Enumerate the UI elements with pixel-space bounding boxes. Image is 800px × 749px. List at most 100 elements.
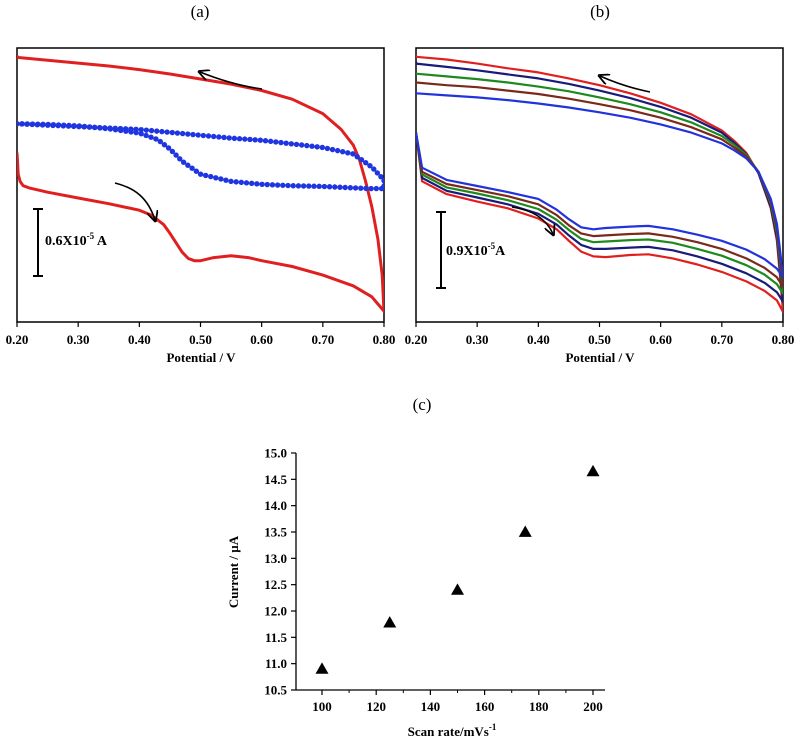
panel-b-series-3 <box>416 72 783 295</box>
panel-a-dot <box>185 162 191 168</box>
panel-c: (c) 100 120 140 160 180 200 10.5 11.0 11.5 12.0 12… <box>226 395 605 739</box>
panel-a-dot <box>345 150 351 156</box>
panel-a-dot <box>39 122 46 128</box>
panel-a-dot <box>202 172 209 179</box>
panel-c-point <box>451 583 464 595</box>
panel-a-dot <box>195 132 201 138</box>
panel-a-x-ticks: 0.20 0.30 0.40 0.50 0.60 0.70 0.80 <box>6 322 395 347</box>
panel-b-x-tick-label: 0.50 <box>588 332 611 347</box>
panel-a-dot <box>247 136 253 143</box>
panel-a-dot <box>329 146 336 153</box>
panel-a-dot <box>334 147 341 154</box>
panel-a-x-tick-label: 0.50 <box>189 332 212 347</box>
panel-a-dot <box>274 182 281 188</box>
panel-a-dot <box>231 135 238 142</box>
panel-a-dot <box>352 185 359 191</box>
panel-a-dot <box>362 159 369 166</box>
panel-a-dot <box>381 177 384 184</box>
panel-a-dot <box>107 125 113 131</box>
panel-a-dot <box>96 124 103 131</box>
panel-c-y-tick-label: 12.5 <box>264 577 287 592</box>
panel-a-dot <box>189 165 195 171</box>
panel-a-dot <box>60 123 67 129</box>
panel-c-y-tick-label: 13.5 <box>264 525 287 540</box>
panel-b-scale-bar: 0.9X10-5A <box>436 211 506 289</box>
panel-a-dot <box>295 183 302 189</box>
panel-a-dot <box>148 127 155 134</box>
panel-a-dot <box>86 124 92 130</box>
panel-a-dot <box>50 122 56 129</box>
panel-a-dot <box>252 137 258 143</box>
panel-a-dot <box>205 133 212 139</box>
panel-a-scale-bar: 0.6X10-5 A <box>33 208 108 277</box>
panel-b-x-axis-title: Potential / V <box>565 350 635 365</box>
panel-a-dot <box>65 123 72 129</box>
panel-a-dot <box>358 156 365 163</box>
panel-a-dot <box>280 182 286 188</box>
panel-c-label: (c) <box>413 395 432 414</box>
panel-c-x-tick-label: 100 <box>312 699 332 714</box>
panel-c-y-tick-label: 13.0 <box>264 551 287 566</box>
panel-a-x-tick-label: 0.70 <box>311 332 334 347</box>
panel-a-dot <box>324 145 331 152</box>
panel-c-point <box>383 616 397 628</box>
panel-a-dot <box>216 134 222 140</box>
panel-a-dot <box>264 181 270 188</box>
panel-a-dot <box>210 133 217 140</box>
panel-a-dot <box>112 125 118 132</box>
panel-a-arrow-reverse <box>200 72 263 90</box>
panel-a-dot <box>169 129 175 136</box>
panel-a-dot <box>102 125 108 131</box>
panel-a-dot <box>236 136 243 142</box>
panel-a-x-tick-label: 0.60 <box>250 332 273 347</box>
panel-a-dot <box>371 166 377 172</box>
panel-a-dot <box>218 176 224 182</box>
panel-a-x-tick-label: 0.40 <box>128 332 151 347</box>
panel-b-scale-label: 0.9X10-5A <box>446 241 506 259</box>
panel-a-dot <box>374 170 381 176</box>
panel-a-dot <box>197 171 204 177</box>
panel-a-dot <box>221 134 227 141</box>
panel-b-arrow-reverse <box>600 76 651 93</box>
panel-a-dot <box>70 123 77 130</box>
panel-c-point <box>586 464 600 477</box>
panel-c-x-tick-label: 200 <box>583 699 603 714</box>
panel-a-dot <box>259 181 265 187</box>
panel-a-dot <box>381 183 384 189</box>
panel-a-dot <box>169 148 176 155</box>
panel-a-dot <box>179 130 186 137</box>
panel-a-scale-label: 0.6X10-5 A <box>45 231 108 249</box>
panel-a-dot <box>159 128 165 135</box>
panel-c-y-tick-label: 10.5 <box>264 683 287 698</box>
panel-c-x-axis-title: Scan rate/mVs-1 <box>408 722 497 739</box>
panel-a-dot <box>193 168 200 174</box>
panel-a-dot <box>358 185 364 191</box>
panel-a-dot <box>76 123 82 130</box>
panel-c-y-tick-label: 12.0 <box>264 604 287 619</box>
panel-c-ticks: 100 120 140 160 180 200 10.5 11.0 11.5 12.0 12.5 13… <box>264 446 603 715</box>
panel-c-point <box>518 525 532 537</box>
panel-a-dot <box>367 162 373 169</box>
panel-a-dot <box>354 153 360 160</box>
panel-a-dot <box>316 183 322 190</box>
panel-a-dot <box>350 151 356 157</box>
panel-a-x-tick-label: 0.20 <box>6 332 29 347</box>
panel-a-dot <box>311 183 317 189</box>
panel-a-dot <box>300 183 307 189</box>
panel-a-dot <box>326 184 333 190</box>
panel-b: (b) 0.20 0.30 0.40 0.50 0.60 0.70 0.80 Potenti… <box>405 2 795 365</box>
panel-a-dot <box>273 139 279 145</box>
panel-c-y-axis-title: Current / µA <box>226 535 241 608</box>
panel-a-dot <box>283 140 289 146</box>
panel-a-dot <box>332 184 338 190</box>
panel-a-dot <box>378 173 384 180</box>
panel-a-dot <box>91 124 98 131</box>
panel-b-x-tick-label: 0.80 <box>772 332 795 347</box>
panel-a-dot <box>180 159 187 165</box>
panel-a-dot <box>190 131 196 138</box>
panel-a-dot <box>254 181 260 187</box>
panel-a-dot <box>248 180 255 187</box>
panel-c-y-tick-label: 14.0 <box>264 498 287 513</box>
panel-b-series-1 <box>416 55 783 313</box>
panel-a-dot <box>164 129 170 135</box>
